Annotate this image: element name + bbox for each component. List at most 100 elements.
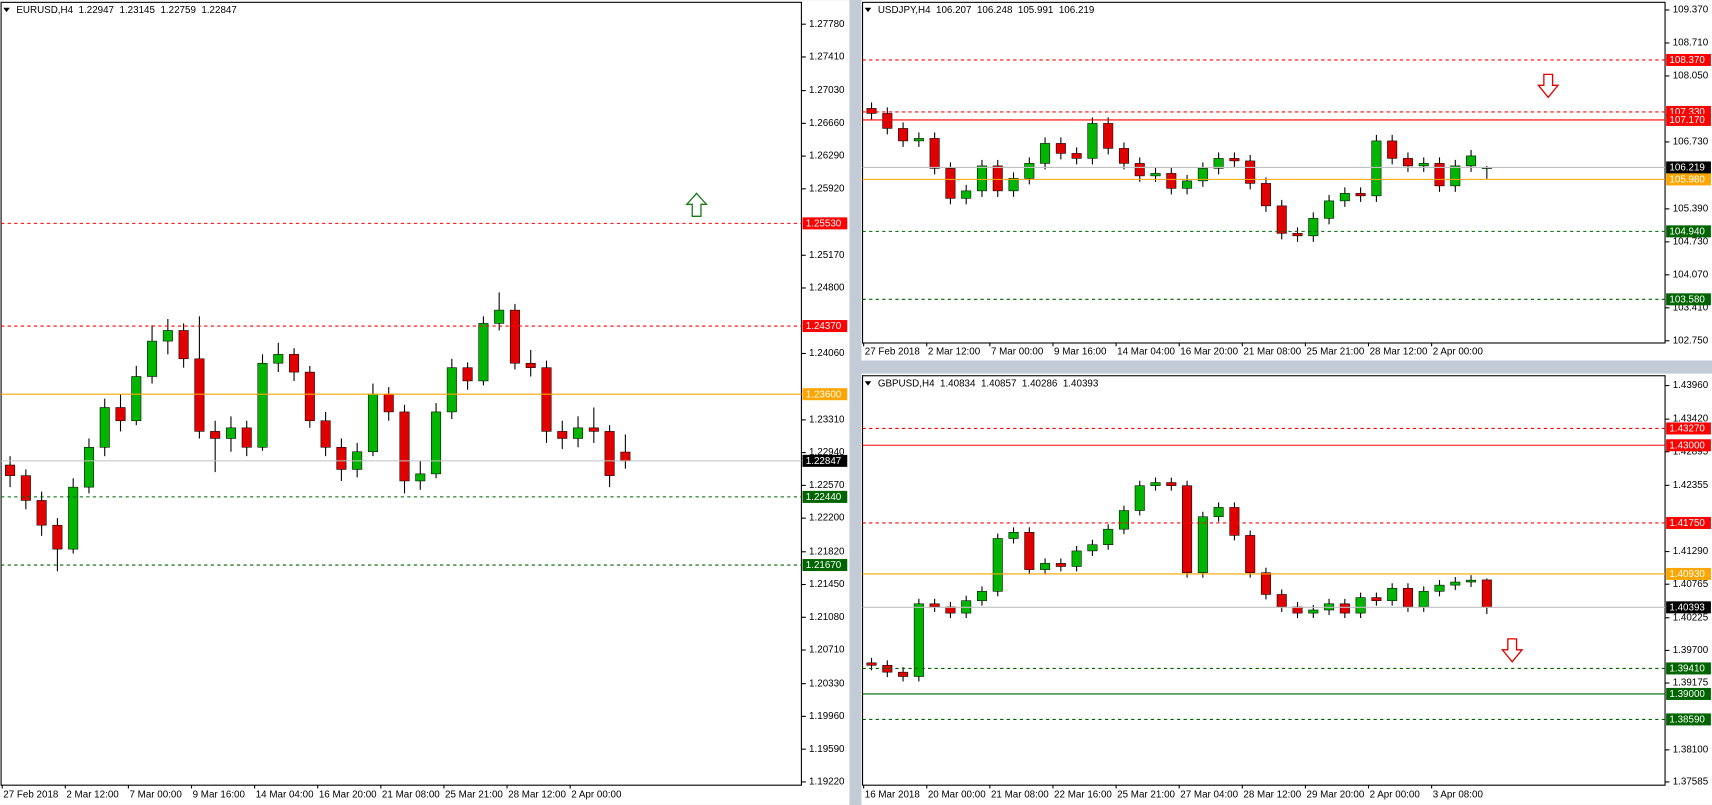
y-tick-label: 1.22940 [809,447,845,458]
candle-body [976,591,987,601]
price-level-label: 1.25530 [806,219,842,230]
price-level-tag [802,559,848,572]
candle-body [162,330,173,342]
candle-body [882,113,893,129]
candle-body [1071,550,1082,567]
candle-body [1182,180,1193,189]
candle-body [304,371,315,422]
candle-body [898,128,909,142]
chart-title: EURUSD,H4 1.22947 1.23145 1.22759 1.22847 [16,5,236,16]
price-level-label: 1.39000 [1669,689,1705,700]
price-level-tag [1666,225,1711,238]
x-tick-label: 21 Mar 08:00 [991,790,1049,801]
quote-value: 1.22947 [79,5,114,16]
candle-body [945,168,956,199]
x-tick-label: 16 Mar 20:00 [1180,346,1238,357]
candle-body [525,362,536,368]
candle-body [1276,594,1287,608]
y-tick-label: 1.19220 [809,777,845,788]
y-tick-label: 1.21450 [809,579,845,590]
candle-body [462,367,473,382]
candle-body [1071,153,1082,159]
price-level-label: 1.40393 [1669,602,1705,613]
candle-body [1134,163,1145,177]
candle-body [929,603,940,608]
y-tick-label: 1.20330 [809,678,845,689]
price-level-label: 1.23600 [806,389,842,400]
price-level-label: 1.43270 [1669,424,1705,435]
y-tick-label: 1.43960 [1673,380,1709,391]
candle-body [20,475,31,501]
price-level-label: 104.940 [1669,226,1705,237]
y-tick-label: 1.20710 [809,645,845,656]
x-tick-label: 2 Apr 00:00 [571,790,622,801]
x-tick-label: 14 Mar 04:00 [256,790,314,801]
candle-body [1292,233,1303,237]
candle-body [1150,482,1161,486]
candle-body [1371,140,1382,197]
price-level-label: 1.21670 [806,560,842,571]
candle-body [478,323,489,382]
candle-body [367,393,378,453]
y-tick-label: 1.42355 [1673,480,1709,491]
candle-body [898,671,909,677]
y-tick-label: 108.050 [1673,71,1709,82]
candle-body [36,500,47,526]
price-level-tag [1666,173,1711,186]
price-level-tag [1666,293,1711,306]
candle-body [1308,609,1319,614]
candle-body [273,354,284,364]
price-level-label: 1.22440 [806,492,842,503]
price-level-tag [1666,113,1711,126]
candle-body [1150,173,1161,177]
y-tick-label: 106.730 [1673,137,1709,148]
price-level-tag [1666,439,1711,452]
chart-title: USDJPY,H4 106.207 106.248 105.991 106.219 [878,5,1094,16]
x-tick-label: 25 Mar 21:00 [1306,346,1364,357]
candle-body [541,367,552,432]
candle-body [509,309,520,364]
candle-body [1103,123,1114,149]
quote-value: 1.40834 [940,378,976,389]
candle-body [1118,510,1129,530]
price-level-tag [1666,662,1711,675]
y-tick-label: 102.750 [1673,335,1709,346]
y-tick-label: 104.070 [1673,269,1709,280]
candle-body [1355,597,1366,614]
candle-body [1466,155,1477,167]
candle-body [194,358,205,432]
candle-body [1213,507,1224,518]
y-tick-label: 1.27410 [809,52,845,63]
x-tick-label: 27 Mar 04:00 [1180,790,1238,801]
price-level-label: 108.370 [1669,55,1705,66]
price-level-tag [802,217,848,230]
candle-body [1387,140,1398,159]
candle-body [620,451,631,462]
candle-body [866,662,877,666]
candle-body [1024,532,1035,570]
y-tick-label: 1.25920 [809,183,845,194]
candle-body [1308,218,1319,237]
x-tick-label: 21 Mar 08:00 [1243,346,1301,357]
y-tick-label: 1.37585 [1673,776,1709,787]
price-level-label: 103.580 [1669,294,1705,305]
y-tick-label: 1.40765 [1673,579,1709,590]
symbol: USDJPY,H4 [878,5,931,16]
candle-body [1008,532,1019,539]
price-level-tag [802,320,848,333]
candle-body [131,376,142,422]
candle-body [1197,168,1208,182]
price-level-label: 1.39410 [1669,664,1705,675]
candle-body [178,330,189,360]
arrow-down [1537,73,1560,99]
candle-body [1118,148,1129,164]
y-tick-label: 1.43420 [1673,414,1709,425]
price-level-tag [1666,516,1711,529]
candle-body [1418,591,1429,608]
y-tick-label: 1.39175 [1673,678,1709,689]
quote-value: 1.40857 [981,378,1016,389]
candle-body [320,420,331,448]
x-tick-label: 25 Mar 21:00 [445,790,503,801]
y-tick-label: 1.40225 [1673,612,1709,623]
